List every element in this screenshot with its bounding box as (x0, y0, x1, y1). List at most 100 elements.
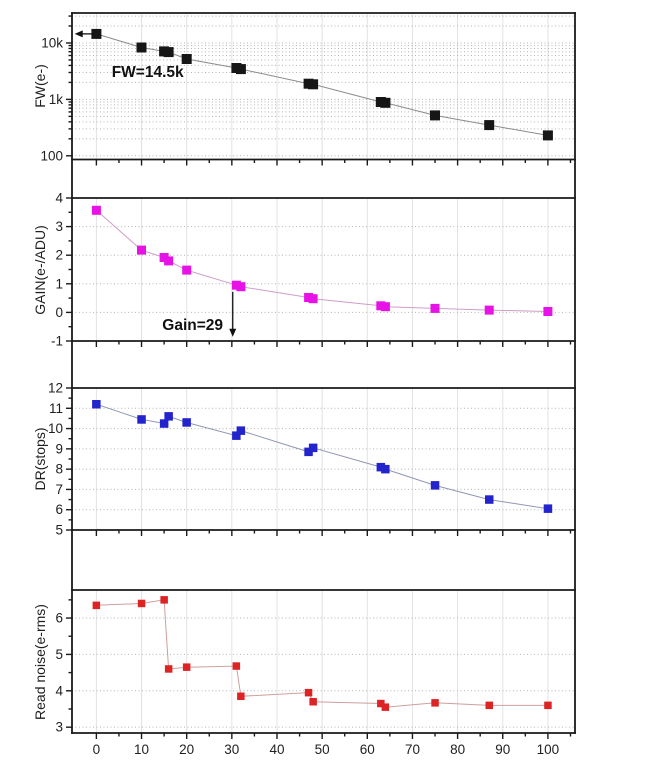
readnoise-x-ticks (95, 733, 572, 739)
data-point (543, 307, 553, 316)
y-tick-label: 1k (49, 92, 64, 107)
y-axis-title: Read noise(e-rms) (32, 604, 48, 720)
y-tick-label: 6 (55, 611, 63, 626)
data-point (308, 79, 319, 90)
x-tick-label: 50 (315, 742, 330, 757)
y-tick-label: 10 (48, 421, 63, 436)
data-point (92, 400, 101, 409)
data-point (164, 665, 173, 673)
y-axis-title: FW(e-) (32, 64, 48, 108)
data-point (160, 596, 168, 604)
data-point (137, 245, 146, 255)
gain-x-ticks (95, 341, 572, 347)
dr-grid (72, 388, 575, 530)
data-point (236, 282, 246, 292)
annotation-arrow (74, 30, 94, 38)
annotation-arrow (229, 291, 237, 337)
data-point (485, 495, 494, 504)
y-tick-label: 3 (55, 219, 63, 234)
fw-markers (91, 28, 553, 141)
gain-markers (91, 205, 553, 316)
data-point (308, 294, 318, 304)
data-point (430, 481, 440, 490)
y-tick-label: 8 (55, 462, 63, 477)
x-tick-label: 0 (93, 742, 101, 757)
arrow-head (74, 30, 83, 38)
dr-y-ticks: 5 6 7 8 9 10 11 12 (48, 381, 72, 538)
data-point (92, 601, 101, 610)
gain-y-ticks: -1 0 1 2 3 4 (51, 191, 72, 349)
y-tick-label: 10k (41, 35, 63, 50)
readnoise-data-line (96, 599, 548, 708)
data-point (182, 418, 191, 427)
x-tick-labels: 0 10 20 30 40 50 60 70 80 90 100 (93, 742, 560, 757)
arrow-head (229, 328, 237, 337)
data-point (137, 599, 146, 608)
data-point (542, 130, 553, 141)
x-tick-label: 80 (450, 742, 465, 757)
x-tick-label: 100 (537, 742, 560, 757)
data-point (237, 692, 245, 700)
data-point (91, 28, 102, 39)
fw-panel: 100 1k 10k FW(e-) FW=14.5k (32, 12, 576, 166)
y-tick-label: 4 (55, 191, 63, 206)
data-point (308, 443, 318, 453)
data-point (182, 265, 192, 275)
y-axis-title: GAIN(e-/ADU) (32, 225, 48, 314)
data-point (484, 120, 495, 131)
data-point (232, 662, 241, 670)
y-tick-label: 11 (49, 401, 63, 416)
y-tick-label: 9 (55, 441, 63, 456)
x-tick-label: 20 (179, 742, 194, 757)
data-point (376, 462, 386, 472)
y-tick-label: 0 (55, 305, 63, 320)
data-point (159, 419, 169, 428)
data-point (164, 412, 173, 421)
data-point (430, 303, 440, 313)
gain-panel: -1 0 1 2 3 4 GAIN(e-/ADU) Gain=29 (32, 191, 576, 349)
data-point (543, 504, 553, 513)
y-axis-title: DR(stops) (32, 427, 48, 490)
data-point (91, 205, 101, 215)
data-point (380, 97, 391, 108)
data-point (235, 64, 246, 75)
dr-panel: 5 6 7 8 9 10 11 12 DR(stops) (32, 381, 576, 538)
fw-x-ticks (95, 159, 572, 166)
y-tick-label: 7 (55, 482, 63, 497)
data-point (232, 431, 241, 440)
x-tick-label: 30 (224, 742, 239, 757)
y-tick-label: 100 (40, 148, 63, 163)
data-point (544, 701, 552, 710)
x-tick-label: 10 (134, 742, 149, 757)
data-point (381, 464, 390, 474)
y-tick-label: 4 (55, 683, 63, 698)
data-point (182, 663, 191, 671)
x-tick-label: 40 (269, 742, 284, 757)
data-point (137, 415, 146, 424)
y-tick-label: 5 (55, 523, 63, 538)
data-point (164, 256, 174, 266)
readnoise-panel: 3 4 5 6 Read noise(e-rms) (32, 589, 576, 739)
data-point (380, 302, 390, 312)
data-point (181, 54, 192, 64)
data-point (309, 698, 317, 706)
y-tick-label: 3 (55, 720, 63, 735)
y-tick-label: 12 (48, 381, 63, 396)
y-tick-label: 2 (55, 248, 63, 263)
data-point (236, 426, 246, 435)
dr-x-ticks (95, 530, 572, 536)
readnoise-grid (72, 590, 575, 733)
readnoise-y-ticks: 3 4 5 6 (55, 599, 72, 735)
data-point (430, 110, 440, 121)
data-point (381, 703, 390, 711)
data-point (136, 42, 147, 53)
data-point (304, 688, 313, 697)
data-point (484, 305, 494, 315)
x-tick-label: 70 (405, 742, 420, 757)
y-tick-label: -1 (51, 334, 63, 349)
data-point (163, 47, 174, 58)
fw-y-ticks: 100 1k 10k (40, 15, 72, 163)
